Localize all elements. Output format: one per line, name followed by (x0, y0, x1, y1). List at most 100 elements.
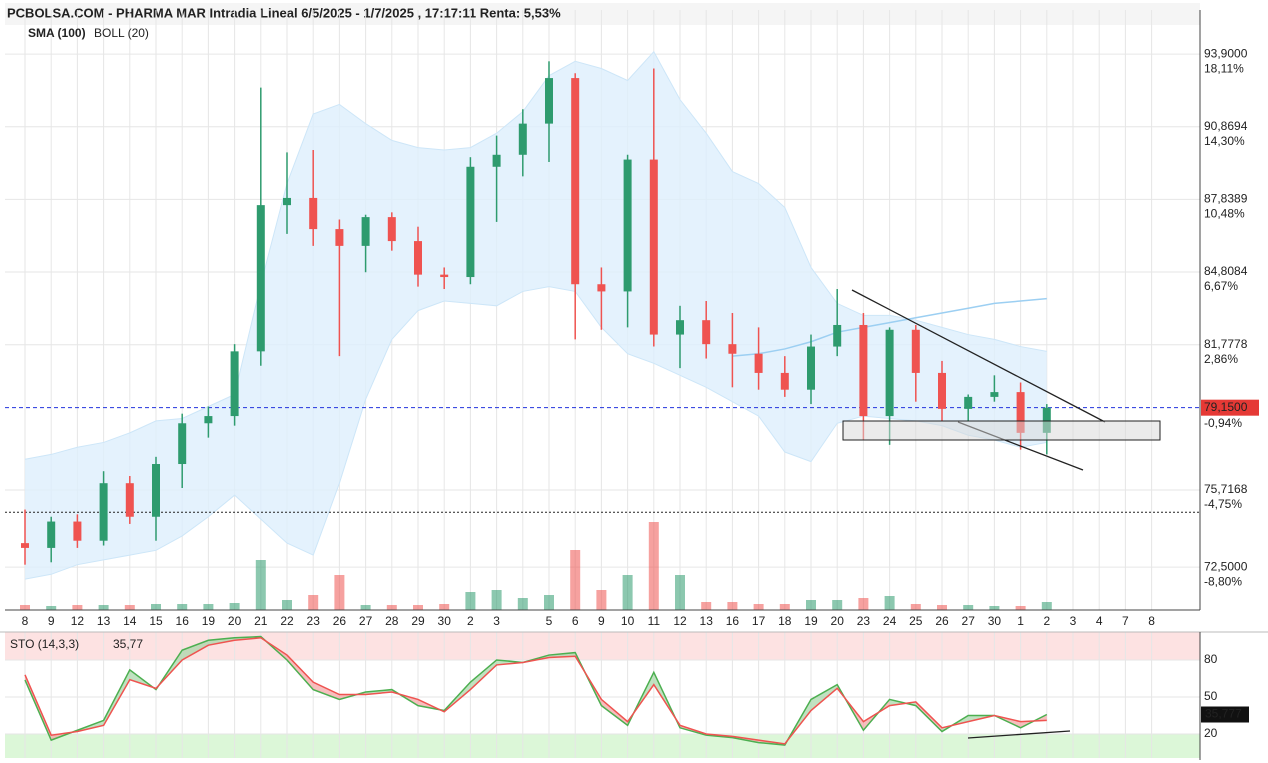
sto-fill (182, 640, 209, 660)
candle-body (964, 396, 973, 409)
candle-body (1042, 407, 1051, 433)
y-tick-label: 90,8694 (1204, 119, 1248, 133)
candle-body (414, 241, 422, 275)
volume-bar (779, 604, 790, 610)
x-tick-label: 9 (48, 614, 55, 628)
x-tick-label: 29 (411, 614, 425, 628)
y-tick-change: 2,86% (1204, 352, 1238, 366)
sto-current-label: 35,777 (1205, 707, 1242, 721)
sto-value-box (1201, 706, 1249, 723)
legend-boll: BOLL (20) (94, 26, 149, 40)
x-tick-label: 20 (831, 614, 845, 628)
range-box (842, 420, 1161, 441)
y-tick-label: 75,7168 (1204, 482, 1248, 496)
volume-bar (334, 575, 345, 610)
x-tick-label: 4 (1096, 614, 1103, 628)
candle-body (256, 205, 265, 352)
volume-bar (46, 606, 57, 610)
volume-bar (727, 602, 738, 610)
y-tick-label: 72,5000 (1204, 559, 1248, 573)
candle-body (21, 543, 29, 548)
volume-bar (544, 595, 554, 610)
volume-bar (255, 560, 266, 610)
y-tick-label: 80 (1204, 652, 1218, 666)
y-tick-change: 10,48% (1204, 207, 1245, 221)
x-tick-label: 7 (1122, 614, 1129, 628)
candle-body (885, 329, 894, 417)
volume-bar (701, 602, 712, 610)
x-tick-label: 15 (149, 614, 163, 628)
candle-body (178, 423, 187, 465)
candle-body (387, 217, 396, 242)
boll-lower (24, 286, 1047, 580)
legend-sma: SMA (100) (28, 26, 86, 40)
volume-bar (491, 590, 502, 610)
volume-bar (465, 592, 476, 610)
y-tick-label: 20 (1204, 726, 1218, 740)
x-tick-label: 1 (1017, 614, 1024, 628)
volume-bar (1041, 602, 1052, 610)
volume-bar (386, 605, 397, 610)
x-tick-label: 20 (228, 614, 242, 628)
x-tick-label: 8 (1148, 614, 1155, 628)
x-tick-label: 23 (307, 614, 321, 628)
candle-body (833, 324, 842, 347)
y-tick-change: -4,75% (1204, 497, 1242, 511)
last-price-label: 79,1500 (1204, 400, 1248, 414)
candle-body (152, 464, 160, 517)
volume-bar (203, 604, 214, 610)
x-tick-label: 26 (935, 614, 949, 628)
candle-body (283, 197, 291, 206)
volume-bar (753, 604, 764, 610)
boll-upper (24, 50, 1047, 460)
oversold-zone (5, 733, 1200, 758)
candle-body (754, 353, 763, 373)
candle-body (676, 320, 684, 335)
y-tick-change: 14,30% (1204, 134, 1245, 148)
volume-bar (439, 604, 450, 610)
x-tick-label: 8 (22, 614, 29, 628)
x-tick-label: 3 (1070, 614, 1077, 628)
y-tick-change: 18,11% (1204, 61, 1244, 75)
volume-bar (177, 604, 188, 610)
x-tick-label: 16 (726, 614, 740, 628)
trendline (967, 730, 1071, 739)
x-tick-label: 12 (673, 614, 687, 628)
volume-bar (98, 605, 109, 610)
volume-bar (596, 590, 607, 610)
candle-body (597, 284, 606, 292)
x-tick-label: 27 (359, 614, 373, 628)
candle-body (702, 320, 711, 345)
volume-bar (360, 605, 371, 610)
candle-body (492, 154, 501, 167)
volume-bar (832, 600, 843, 610)
x-tick-label: 9 (598, 614, 605, 628)
x-tick-label: 11 (648, 614, 661, 628)
volume-bar (989, 606, 1000, 610)
last-price-change: -0,94% (1204, 416, 1242, 430)
candle-body (545, 78, 553, 124)
x-tick-label: 30 (988, 614, 1002, 628)
y-tick-label: 87,8389 (1204, 192, 1248, 206)
volume-bar (858, 598, 869, 610)
candle-body (990, 392, 999, 397)
volume-bar (20, 605, 30, 610)
title-bar (5, 3, 1200, 25)
x-tick-label: 2 (1043, 614, 1050, 628)
last-price-box (1201, 399, 1259, 416)
volume-bar (229, 603, 240, 610)
volume-bar (570, 550, 581, 610)
x-tick-label: 16 (176, 614, 190, 628)
candle-body (73, 521, 82, 541)
candle-body (649, 159, 658, 335)
x-tick-label: 6 (572, 614, 579, 628)
x-tick-label: 21 (254, 614, 268, 628)
x-tick-label: 5 (546, 614, 553, 628)
candle-body (466, 166, 475, 278)
y-tick-change: 6,67% (1204, 279, 1238, 293)
x-tick-label: 10 (621, 614, 635, 628)
x-tick-label: 13 (700, 614, 714, 628)
sto-title: STO (14,3,3) (10, 637, 79, 651)
